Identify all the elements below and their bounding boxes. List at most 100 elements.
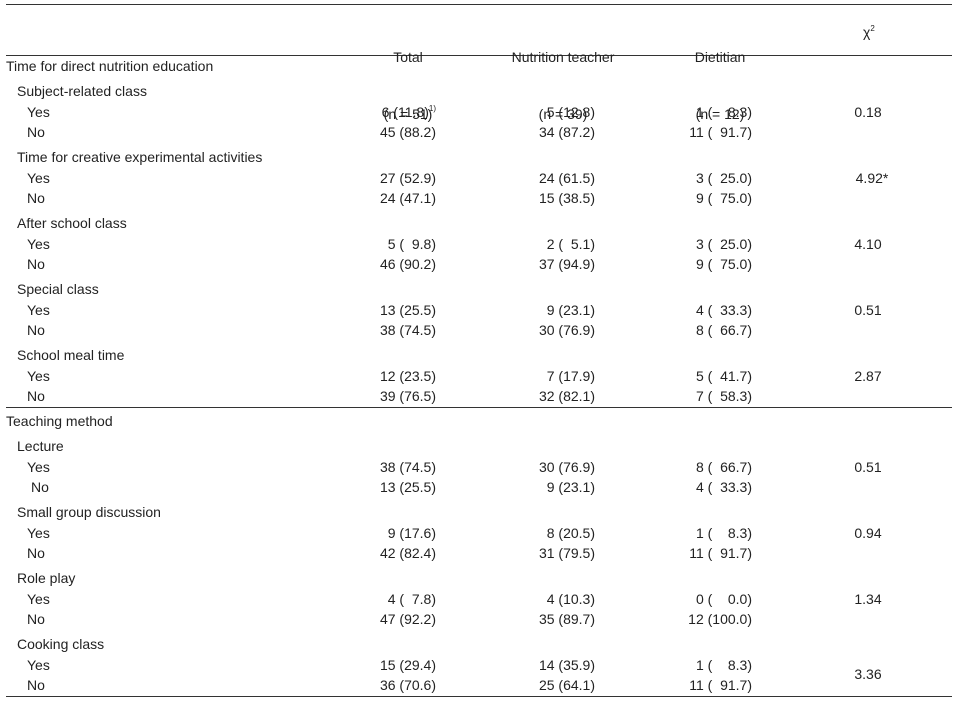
cell-nutrition-teacher: 14 (35.9) (538, 657, 595, 673)
header-chi-label: χ (863, 24, 871, 40)
row-label: Yes (27, 302, 50, 318)
cell-total: 39 (76.5) (379, 388, 436, 404)
cell-nutrition-teacher: 8 (20.5) (546, 525, 595, 541)
cell-total: 38 (74.5) (379, 322, 436, 338)
cell-dietitian: 4 ( 33.3) (695, 302, 752, 318)
group-title: Small group discussion (17, 504, 161, 520)
header-total-label: Total (393, 49, 423, 65)
cell-nutrition-teacher: 30 (76.9) (538, 459, 595, 475)
cell-nutrition-teacher: 9 (23.1) (546, 479, 595, 495)
row-label: Yes (27, 591, 50, 607)
cell-total: 46 (90.2) (379, 256, 436, 272)
cell-chi-square: 0.94 (854, 525, 882, 541)
header-dietitian: Dietitian (n = 12) (680, 10, 760, 143)
cell-dietitian: 9 ( 75.0) (695, 190, 752, 206)
row-label: Yes (27, 459, 50, 475)
group-title: Cooking class (17, 636, 105, 652)
row-label: No (27, 190, 45, 206)
header-bottom-rule (6, 55, 952, 56)
header-dietitian-label: Dietitian (694, 49, 746, 65)
row-label: No (27, 611, 45, 627)
header-chi-square: χ2 (863, 22, 875, 42)
cell-nutrition-teacher: 15 (38.5) (538, 190, 595, 206)
cell-dietitian: 9 ( 75.0) (695, 256, 752, 272)
cell-nutrition-teacher: 4 (10.3) (546, 591, 595, 607)
header-nutrition-teacher: Nutrition teacher (n = 39) (498, 10, 628, 143)
header-total-n: (n = 51) (383, 106, 433, 122)
cell-chi-square: 4.92* (855, 170, 889, 186)
cell-nutrition-teacher: 9 (23.1) (546, 302, 595, 318)
header-total: Total (n = 51) (368, 10, 448, 143)
section-divider-rule (6, 407, 952, 408)
cell-chi-square: 2.87 (854, 368, 882, 384)
cell-dietitian: 1 ( 8.3) (695, 104, 752, 120)
header-chi-sup: 2 (870, 24, 875, 33)
cell-total: 36 (70.6) (379, 677, 436, 693)
cell-dietitian: 11 ( 91.7) (689, 124, 752, 140)
group-title: Special class (17, 281, 99, 297)
row-label: Yes (27, 657, 50, 673)
cell-dietitian: 1 ( 8.3) (695, 525, 752, 541)
footnote-marker: 1) (428, 104, 436, 113)
row-label: Yes (27, 170, 50, 186)
cell-total: 9 (17.6) (387, 525, 436, 541)
cell-dietitian: 8 ( 66.7) (695, 322, 752, 338)
cell-nutrition-teacher: 32 (82.1) (538, 388, 595, 404)
cell-nutrition-teacher: 7 (17.9) (546, 368, 595, 384)
section-title: Teaching method (6, 413, 113, 429)
cell-total: 38 (74.5) (379, 459, 436, 475)
row-label: No (27, 677, 45, 693)
cell-dietitian: 11 ( 91.7) (689, 677, 752, 693)
row-label: No (27, 545, 45, 561)
cell-nutrition-teacher: 24 (61.5) (538, 170, 595, 186)
cell-dietitian: 8 ( 66.7) (695, 459, 752, 475)
cell-total: 27 (52.9) (379, 170, 436, 186)
cell-total: 13 (25.5) (379, 302, 436, 318)
cell-nutrition-teacher: 37 (94.9) (538, 256, 595, 272)
row-label: Yes (27, 525, 50, 541)
cell-nutrition-teacher: 2 ( 5.1) (546, 236, 595, 252)
cell-total: 4 ( 7.8) (387, 591, 436, 607)
cell-nutrition-teacher: 5 (12.8) (546, 104, 595, 120)
cell-dietitian: 4 ( 33.3) (695, 479, 752, 495)
cell-chi-square: 0.51 (854, 459, 882, 475)
cell-total: 42 (82.4) (379, 545, 436, 561)
cell-dietitian: 7 ( 58.3) (695, 388, 752, 404)
header-dietitian-n: (n = 12) (695, 106, 745, 122)
cell-dietitian: 0 ( 0.0) (695, 591, 752, 607)
cell-dietitian: 12 (100.0) (688, 611, 752, 627)
cell-dietitian: 3 ( 25.0) (695, 236, 752, 252)
cell-nutrition-teacher: 30 (76.9) (538, 322, 595, 338)
row-label: No (27, 388, 45, 404)
cell-chi-square: 3.36 (854, 666, 882, 682)
cell-nutrition-teacher: 34 (87.2) (538, 124, 595, 140)
group-title: After school class (17, 215, 127, 231)
cell-total: 5 ( 9.8) (387, 236, 436, 252)
cell-dietitian: 5 ( 41.7) (695, 368, 752, 384)
group-title: Time for creative experimental activitie… (17, 149, 263, 165)
row-label: Yes (27, 104, 50, 120)
cell-total: 12 (23.5) (379, 368, 436, 384)
cell-total: 24 (47.1) (379, 190, 436, 206)
row-label: Yes (27, 368, 50, 384)
group-title: Lecture (17, 438, 64, 454)
cell-total: 13 (25.5) (379, 479, 436, 495)
cell-chi-square: 0.18 (854, 104, 882, 120)
cell-dietitian: 1 ( 8.3) (695, 657, 752, 673)
cell-total: 47 (92.2) (379, 611, 436, 627)
cell-chi-square: 0.51 (854, 302, 882, 318)
cell-total: 45 (88.2) (379, 124, 436, 140)
group-title: Subject-related class (17, 83, 147, 99)
row-label: No (27, 322, 45, 338)
section-title: Time for direct nutrition education (6, 58, 214, 74)
cell-dietitian: 11 ( 91.7) (689, 545, 752, 561)
row-label: Yes (27, 236, 50, 252)
cell-total: 6 (11.8)1) (381, 104, 436, 120)
row-label: No (31, 479, 49, 495)
table-top-rule (6, 4, 952, 5)
cell-nutrition-teacher: 31 (79.5) (538, 545, 595, 561)
cell-dietitian: 3 ( 25.0) (695, 170, 752, 186)
cell-total: 15 (29.4) (379, 657, 436, 673)
table-bottom-rule (6, 696, 952, 697)
cell-chi-square: 4.10 (854, 236, 882, 252)
